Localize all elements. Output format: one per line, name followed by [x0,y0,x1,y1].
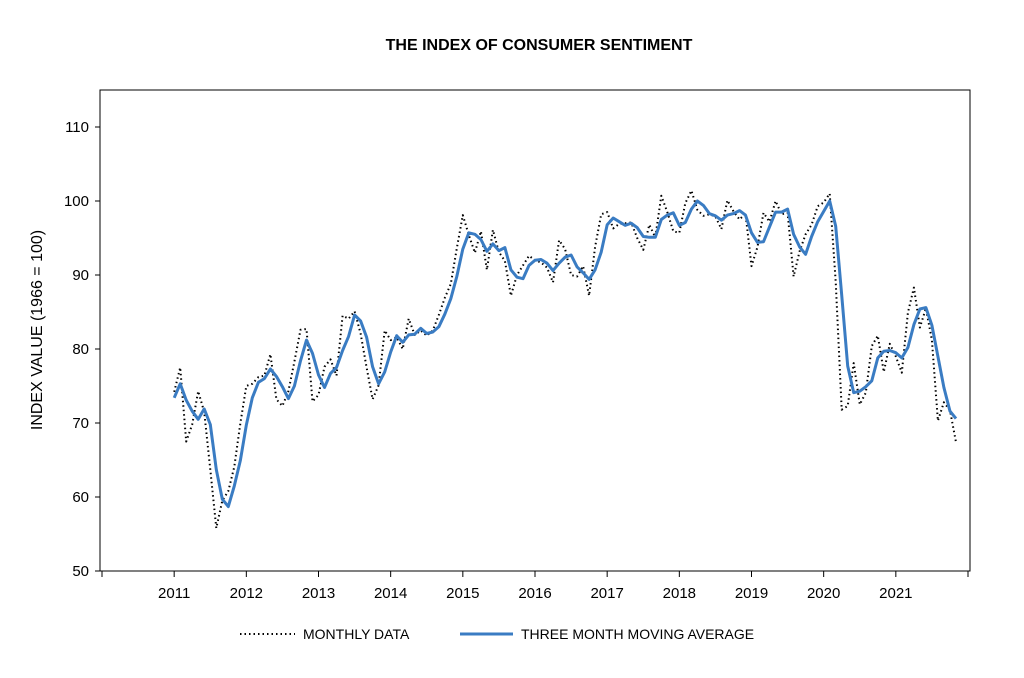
y-tick-label: 90 [72,267,89,284]
axes: 50 60 70 80 90 100 110 2011 2012 2013 2014 2015 2016… [64,119,969,602]
y-tick-label: 80 [72,341,89,358]
series-line-monthly [173,189,957,530]
y-tick-label: 70 [72,415,89,432]
legend-label-moving-average: THREE MONTH MOVING AVERAGE [521,626,754,642]
x-tick-label: 2020 [807,585,840,602]
x-tick-label: 2018 [663,585,696,602]
y-tick-label: 110 [65,119,89,136]
x-tick-label: 2015 [446,585,479,602]
x-tick-label: 2011 [158,585,190,602]
legend: MONTHLY DATA THREE MONTH MOVING AVERAGE [240,626,754,642]
y-axis-label: INDEX VALUE (1966 = 100) [29,230,46,430]
x-tick-label: 2014 [374,585,407,602]
x-tick-label: 2012 [230,585,263,602]
x-tick-label: 2016 [518,585,551,602]
x-tick-label: 2019 [735,585,768,602]
y-tick-label: 100 [64,193,89,210]
chart-title: THE INDEX OF CONSUMER SENTIMENT [386,37,693,54]
x-tick-label: 2013 [302,585,335,602]
series-line-moving-average [172,199,958,509]
legend-label-monthly: MONTHLY DATA [303,626,410,642]
y-tick-label: 50 [72,563,89,580]
x-tick-label: 2021 [879,585,912,602]
series-lines [172,189,958,530]
x-tick-label: 2017 [590,585,623,602]
y-tick-label: 60 [72,489,89,506]
